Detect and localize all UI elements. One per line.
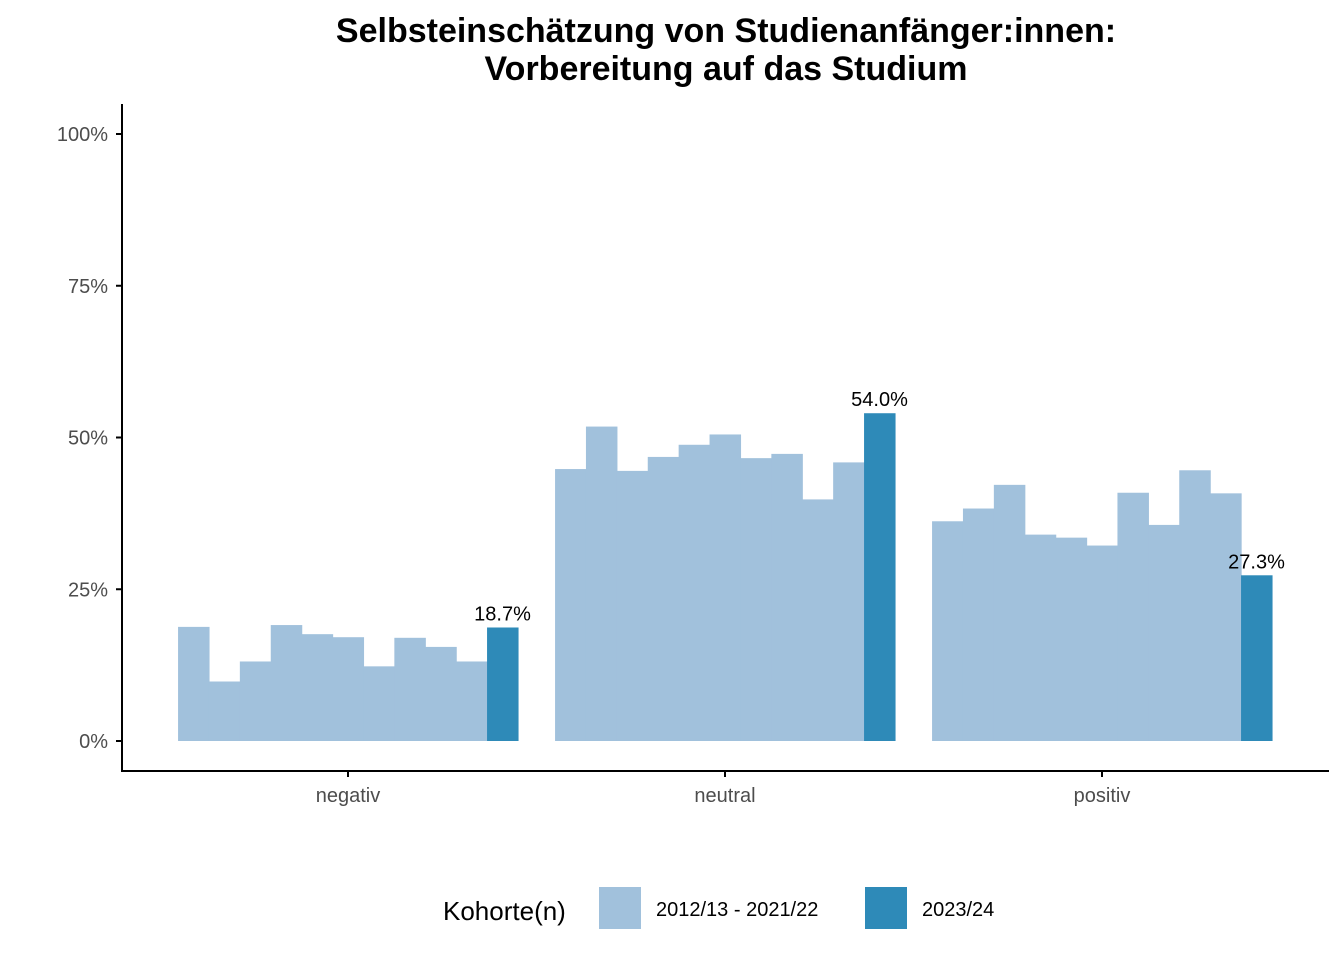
y-tick-label-4: 100% [57, 124, 108, 146]
x-axis-ticks: negativ neutral positiv [316, 771, 1131, 807]
data-label-neutral: 54.0% [851, 389, 908, 411]
x-tick-label-positiv: positiv [1074, 785, 1131, 807]
bar-negativ-5 [332, 637, 365, 741]
data-labels-layer: 18.7% 54.0% 27.3% [474, 389, 1285, 625]
bar-positiv-4 [1055, 537, 1088, 741]
bar-negativ-4 [301, 634, 334, 741]
bar-neutral-5 [709, 434, 742, 741]
legend: Kohorte(n) 2012/13 - 2021/22 2023/24 [443, 887, 994, 929]
bar-positiv-6 [1117, 492, 1149, 741]
legend-swatch-current [865, 887, 907, 929]
bar-negativ-2 [239, 661, 272, 741]
bar-positiv-10 [1241, 575, 1273, 741]
bar-positiv-1 [962, 508, 995, 741]
x-tick-label-neutral: neutral [694, 785, 755, 807]
bar-neutral-4 [678, 444, 711, 741]
bar-negativ-7 [394, 637, 426, 741]
data-label-negativ: 18.7% [474, 603, 531, 625]
bar-neutral-3 [647, 456, 680, 741]
legend-title: Kohorte(n) [443, 896, 566, 926]
bar-negativ-8 [425, 646, 457, 741]
bar-neutral-10 [864, 413, 896, 741]
bar-neutral-0 [555, 469, 587, 741]
y-tick-label-1: 25% [68, 579, 108, 601]
bars-layer [178, 413, 1273, 741]
bar-negativ-9 [456, 661, 488, 741]
bar-positiv-2 [993, 484, 1026, 741]
bar-neutral-6 [740, 458, 772, 741]
bar-negativ-3 [270, 625, 303, 741]
bar-negativ-10 [487, 627, 519, 741]
bar-positiv-8 [1179, 470, 1211, 741]
y-tick-label-0: 0% [79, 731, 108, 753]
legend-swatch-historical [599, 887, 641, 929]
bar-neutral-2 [616, 470, 649, 741]
legend-label-historical: 2012/13 - 2021/22 [656, 899, 818, 921]
x-tick-label-negativ: negativ [316, 785, 381, 807]
data-label-positiv: 27.3% [1228, 551, 1285, 573]
bar-positiv-3 [1024, 534, 1057, 741]
bar-positiv-9 [1210, 493, 1242, 741]
bar-negativ-0 [178, 626, 210, 741]
bar-positiv-5 [1086, 545, 1119, 741]
bar-positiv-0 [932, 521, 964, 741]
bar-negativ-6 [363, 666, 395, 741]
bar-neutral-9 [833, 462, 865, 741]
bar-neutral-8 [802, 499, 834, 741]
bar-neutral-1 [585, 426, 618, 741]
y-axis-ticks: 0% 25% 50% 75% 100% [57, 124, 122, 753]
bar-positiv-7 [1148, 524, 1180, 741]
chart-title-line-2: Vorbereitung auf das Studium [485, 50, 968, 88]
bar-negativ-1 [208, 681, 241, 741]
y-tick-label-2: 50% [68, 428, 108, 450]
bar-neutral-7 [771, 453, 803, 741]
chart-title-line-1: Selbsteinschätzung von Studienanfänger:i… [336, 12, 1116, 50]
legend-label-current: 2023/24 [922, 899, 994, 921]
y-tick-label-3: 75% [68, 276, 108, 298]
